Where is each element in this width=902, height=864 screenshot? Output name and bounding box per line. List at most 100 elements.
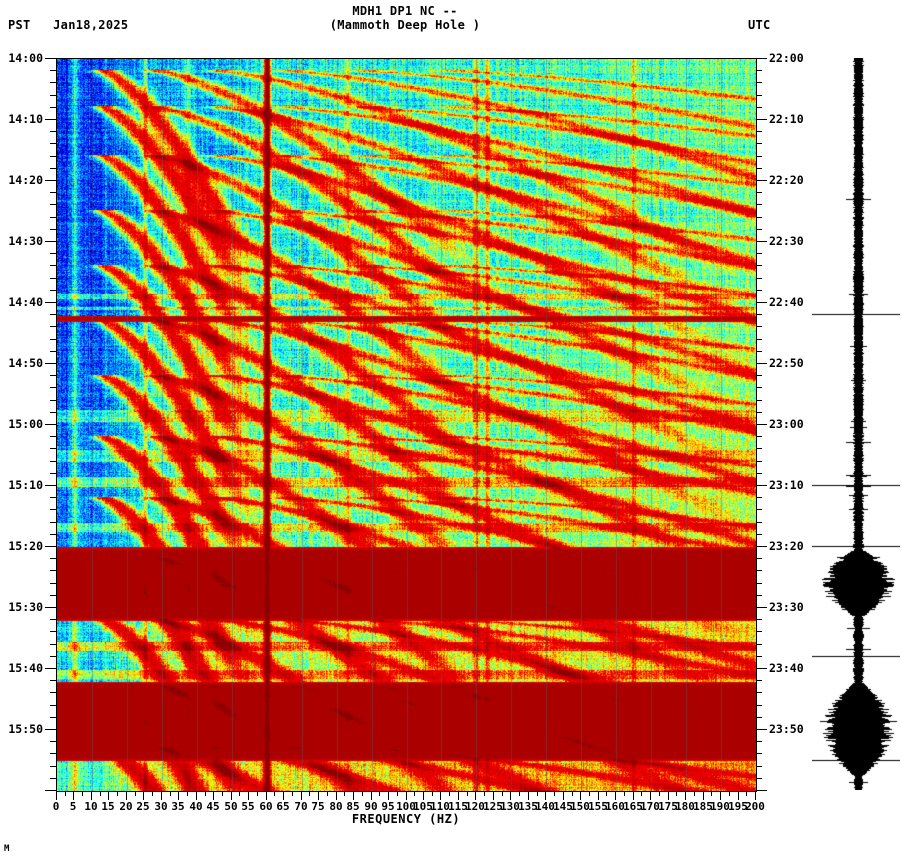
freq-label: 30 <box>154 800 168 813</box>
freq-tick-minor <box>432 791 433 796</box>
time-label-pst: 14:00 <box>8 51 43 65</box>
freq-label: 20 <box>119 800 133 813</box>
time-tick-minor <box>50 631 56 632</box>
time-tick-minor <box>756 351 762 352</box>
freq-tick-minor <box>65 791 66 796</box>
time-tick-minor <box>756 436 762 437</box>
freq-tick-minor <box>222 791 223 796</box>
time-label-pst: 15:10 <box>8 478 43 492</box>
freq-tick-minor <box>362 791 363 796</box>
seismogram-trace <box>812 58 900 790</box>
time-tick-minor <box>50 339 56 340</box>
time-label-pst: 14:30 <box>8 234 43 248</box>
time-tick-minor <box>756 314 762 315</box>
time-tick-major <box>45 180 56 181</box>
freq-label: 155 <box>588 800 608 813</box>
spectrogram-plot <box>56 58 757 792</box>
time-tick-minor <box>756 509 762 510</box>
freq-tick-major <box>178 791 179 800</box>
freq-tick-major <box>371 791 372 800</box>
time-tick-minor <box>50 570 56 571</box>
freq-label: 140 <box>535 800 555 813</box>
freq-tick-major <box>755 791 756 800</box>
freq-tick-major <box>213 791 214 800</box>
time-tick-minor <box>756 558 762 559</box>
time-tick-major <box>756 485 767 486</box>
freq-label: 185 <box>693 800 713 813</box>
freq-label: 0 <box>52 800 60 813</box>
time-tick-minor <box>50 217 56 218</box>
freq-tick-major <box>510 791 511 800</box>
time-tick-minor <box>756 192 762 193</box>
time-tick-minor <box>50 131 56 132</box>
time-tick-minor <box>756 278 762 279</box>
time-tick-minor <box>756 131 762 132</box>
time-tick-minor <box>756 70 762 71</box>
time-tick-minor <box>756 766 762 767</box>
freq-tick-minor <box>484 791 485 796</box>
time-tick-major <box>756 729 767 730</box>
time-label-utc: 23:10 <box>769 478 804 492</box>
time-label-pst: 14:40 <box>8 295 43 309</box>
freq-tick-major <box>703 791 704 800</box>
time-tick-minor <box>50 680 56 681</box>
freq-tick-minor <box>170 791 171 796</box>
freq-label: 55 <box>241 800 255 813</box>
freq-tick-minor <box>694 791 695 796</box>
time-tick-major <box>45 363 56 364</box>
freq-tick-major <box>650 791 651 800</box>
seismogram-waveform <box>812 58 900 790</box>
time-tick-minor <box>50 766 56 767</box>
freq-tick-minor <box>641 791 642 796</box>
freq-label: 5 <box>69 800 77 813</box>
frequency-axis: 0 5 10 15 20 25 30 35 40 45 50 55 60 65 70 75 80 85 90 95 10… <box>52 791 765 831</box>
time-tick-minor <box>756 583 762 584</box>
time-tick-minor <box>50 692 56 693</box>
time-tick-major <box>756 302 767 303</box>
freq-tick-minor <box>327 791 328 796</box>
freq-label: 15 <box>101 800 115 813</box>
time-tick-minor <box>50 107 56 108</box>
time-tick-minor <box>50 326 56 327</box>
time-tick-minor <box>50 95 56 96</box>
time-tick-major <box>756 363 767 364</box>
time-tick-minor <box>756 204 762 205</box>
time-tick-minor <box>756 82 762 83</box>
freq-label: 65 <box>276 800 290 813</box>
header-timezone-left: PST <box>8 18 31 32</box>
time-tick-minor <box>50 290 56 291</box>
freq-tick-minor <box>274 791 275 796</box>
freq-label: 160 <box>605 800 625 813</box>
freq-label: 100 <box>396 800 416 813</box>
time-tick-major <box>45 58 56 59</box>
freq-tick-major <box>336 791 337 800</box>
time-tick-minor <box>756 290 762 291</box>
freq-tick-minor <box>135 791 136 796</box>
freq-tick-minor <box>467 791 468 796</box>
freq-label: 120 <box>465 800 485 813</box>
freq-tick-minor <box>117 791 118 796</box>
time-label-utc: 22:40 <box>769 295 804 309</box>
freq-tick-major <box>440 791 441 800</box>
time-tick-minor <box>50 619 56 620</box>
time-tick-major <box>756 119 767 120</box>
time-tick-minor <box>50 644 56 645</box>
time-tick-major <box>45 790 56 791</box>
freq-tick-minor <box>746 791 747 796</box>
freq-tick-minor <box>379 791 380 796</box>
freq-tick-minor <box>519 791 520 796</box>
freq-tick-major <box>126 791 127 800</box>
freq-tick-minor <box>537 791 538 796</box>
freq-label: 35 <box>171 800 185 813</box>
freq-tick-minor <box>309 791 310 796</box>
freq-tick-major <box>423 791 424 800</box>
time-tick-minor <box>50 400 56 401</box>
time-tick-minor <box>756 107 762 108</box>
time-tick-minor <box>50 436 56 437</box>
header-timezone-date: PST Jan18,2025 <box>8 18 128 32</box>
time-label-utc: 22:00 <box>769 51 804 65</box>
time-tick-minor <box>756 400 762 401</box>
freq-tick-major <box>196 791 197 800</box>
time-tick-minor <box>50 204 56 205</box>
